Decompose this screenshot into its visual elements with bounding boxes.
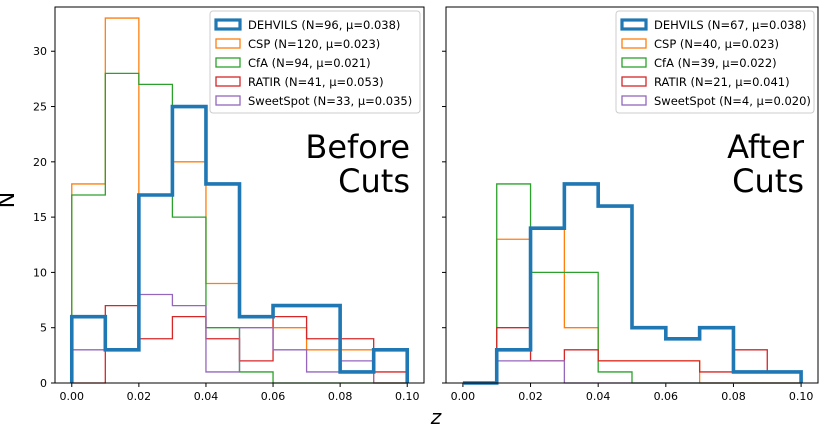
x-tick-label: 0.04	[194, 390, 219, 403]
panel-label-line1: After	[727, 128, 805, 166]
legend-box	[615, 10, 815, 114]
panel-before-cuts: 0.00 0.02 0.04 0.06 0.08 0.10 0 5 10 15 20 25 30 Befo…	[33, 6, 425, 403]
legend-swatch-cfa	[215, 57, 241, 68]
legend-entry-cfa: CfA (N=39, μ=0.022)	[654, 56, 777, 70]
panel-label-line2: Cuts	[338, 162, 410, 200]
legend-entry-sweetspot: SweetSpot (N=33, μ=0.035)	[248, 94, 412, 108]
legend-swatch-ratir	[621, 76, 647, 87]
y-tick-label: 20	[33, 156, 47, 169]
legend-swatch-cfa	[621, 57, 647, 68]
legend: DEHVILS (N=67, μ=0.038) CSP (N=40, μ=0.02…	[615, 10, 815, 114]
y-axis-label: N	[0, 192, 20, 208]
panel-label-line2: Cuts	[732, 162, 804, 200]
axes-frame	[445, 6, 819, 384]
legend-swatch-sweetspot	[621, 95, 647, 106]
legend: DEHVILS (N=96, μ=0.038) CSP (N=120, μ=0.0…	[209, 10, 421, 114]
x-tick-label: 0.00	[451, 390, 476, 403]
legend-box	[209, 10, 421, 114]
y-tick-label: 0	[40, 377, 47, 390]
legend-swatch-dehvils	[214, 18, 242, 31]
x-tick-label: 0.10	[789, 390, 814, 403]
y-tick-label: 10	[33, 266, 47, 279]
x-axis-label: z	[430, 405, 442, 429]
x-tick-label: 0.02	[518, 390, 543, 403]
x-tick-label: 0.04	[586, 390, 611, 403]
y-tick-label: 15	[33, 211, 47, 224]
legend-entry-dehvils: DEHVILS (N=67, μ=0.038)	[654, 18, 806, 32]
y-tick-label: 30	[33, 45, 47, 58]
axes-frame	[54, 6, 425, 384]
x-tick-label: 0.06	[654, 390, 679, 403]
legend-swatch-csp	[621, 38, 647, 49]
legend-entry-ratir: RATIR (N=21, μ=0.041)	[654, 75, 790, 89]
y-tick-label: 5	[40, 322, 47, 335]
x-tick-label: 0.08	[328, 390, 353, 403]
panel-label-line1: Before	[305, 128, 410, 166]
legend-entry-csp: CSP (N=40, μ=0.023)	[654, 37, 779, 51]
legend-swatch-ratir	[215, 76, 241, 87]
legend-entry-ratir: RATIR (N=41, μ=0.053)	[248, 75, 384, 89]
x-tick-label: 0.08	[721, 390, 746, 403]
legend-entry-csp: CSP (N=120, μ=0.023)	[248, 37, 380, 51]
legend-swatch-csp	[215, 38, 241, 49]
legend-entry-cfa: CfA (N=94, μ=0.021)	[248, 56, 371, 70]
legend-entry-sweetspot: SweetSpot (N=4, μ=0.020)	[654, 94, 811, 108]
histogram-dehvils	[462, 182, 803, 385]
histogram-csp	[71, 17, 408, 384]
legend-entry-dehvils: DEHVILS (N=96, μ=0.038)	[248, 18, 400, 32]
x-tick-label: 0.00	[60, 390, 85, 403]
legend-swatch-dehvils	[620, 18, 648, 31]
x-tick-label: 0.06	[261, 390, 286, 403]
x-tick-label: 0.10	[395, 390, 420, 403]
x-tick-label: 0.02	[127, 390, 152, 403]
histogram-dehvils	[69, 104, 410, 383]
legend-swatch-sweetspot	[215, 95, 241, 106]
y-tick-label: 25	[33, 101, 47, 114]
